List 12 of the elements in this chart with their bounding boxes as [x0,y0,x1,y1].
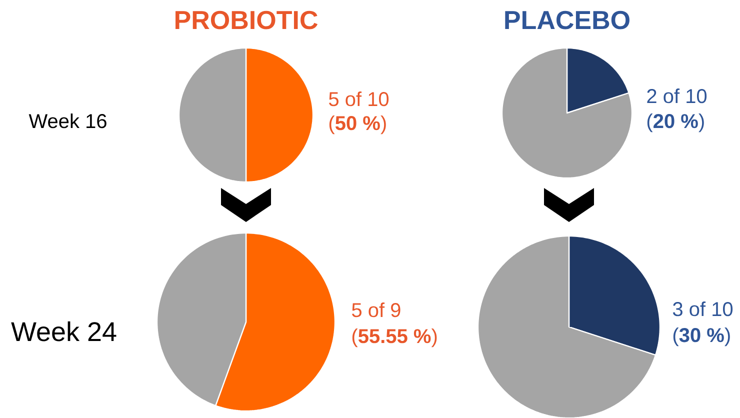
text: 5 of 9 [352,302,400,318]
text: Week 16 [28,114,106,128]
text: 3 of 10 [672,302,733,316]
text: (55.55 %) [352,328,437,348]
text: 5 of 10 [329,92,389,106]
text: (50 %) [329,116,386,134]
chart-title: PLACEBO [505,10,630,30]
text: (30 %) [673,327,730,346]
chart-title: PROBIOTIC [176,10,318,30]
text: Week 24 [11,321,116,342]
text: (20 %) [647,114,704,132]
text: 2 of 10 [647,88,707,104]
